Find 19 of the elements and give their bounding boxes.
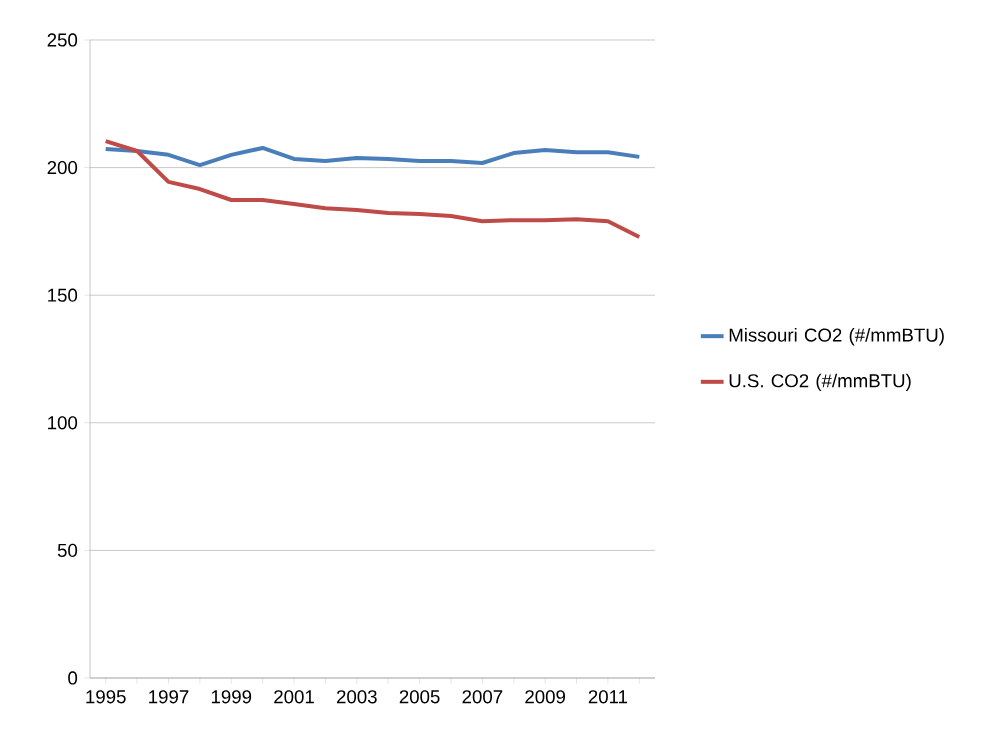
- y-tick-label: 150: [48, 288, 78, 302]
- x-tick-label: 1995: [86, 690, 126, 704]
- x-tick-label: 2011: [588, 690, 628, 704]
- x-tick-label: 2009: [525, 690, 566, 704]
- y-tick-label: 50: [57, 543, 78, 557]
- line-series: [103, 145, 642, 168]
- line-series: [103, 139, 642, 240]
- x-tick-label: 2007: [462, 690, 503, 704]
- y-tick-label: 250: [47, 33, 78, 47]
- x-tick-label: 2001: [274, 690, 314, 704]
- x-tick-label: 2003: [336, 690, 377, 704]
- x-tick-label: 1997: [149, 690, 189, 704]
- legend-label: Missouri CO2 (#/mmBTU): [729, 327, 944, 346]
- y-tick-label: 100: [48, 416, 78, 430]
- y-tick-label: 200: [47, 160, 78, 175]
- x-tick-label: 1999: [211, 690, 252, 704]
- y-tick-label: 0: [68, 671, 78, 685]
- legend-label: U.S. CO2 (#/mmBTU): [729, 373, 911, 392]
- x-tick-label: 2005: [399, 690, 440, 704]
